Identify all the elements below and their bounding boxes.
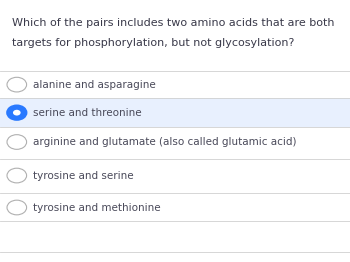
Circle shape xyxy=(7,200,27,215)
Text: tyrosine and methionine: tyrosine and methionine xyxy=(33,203,161,212)
Text: tyrosine and serine: tyrosine and serine xyxy=(33,171,134,181)
Circle shape xyxy=(13,110,21,116)
Text: arginine and glutamate (also called glutamic acid): arginine and glutamate (also called glut… xyxy=(33,137,297,147)
FancyBboxPatch shape xyxy=(0,98,350,127)
Text: targets for phosphorylation, but not glycosylation?: targets for phosphorylation, but not gly… xyxy=(12,38,294,48)
Text: alanine and asparagine: alanine and asparagine xyxy=(33,80,156,90)
Circle shape xyxy=(7,168,27,183)
Circle shape xyxy=(7,77,27,92)
Circle shape xyxy=(7,105,27,120)
Text: serine and threonine: serine and threonine xyxy=(33,108,142,118)
Text: Which of the pairs includes two amino acids that are both: Which of the pairs includes two amino ac… xyxy=(12,18,334,28)
Circle shape xyxy=(7,135,27,149)
